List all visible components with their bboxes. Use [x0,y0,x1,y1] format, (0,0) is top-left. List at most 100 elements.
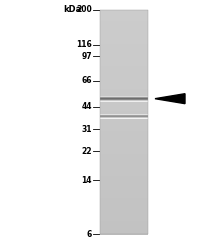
Text: kDa: kDa [63,5,81,14]
Bar [100,71,148,73]
Bar [100,95,148,98]
Bar [100,79,148,82]
Bar [100,140,148,143]
Text: 6: 6 [87,230,92,239]
Text: 66: 66 [81,76,92,85]
Bar [100,160,148,163]
Bar [100,176,148,179]
Bar [100,64,148,66]
Bar [100,167,148,170]
Bar [100,198,148,201]
Bar [100,113,148,116]
Bar [100,66,148,69]
Bar [100,172,148,174]
Bar [100,35,148,37]
Bar [100,210,148,212]
Bar [100,147,148,150]
Bar [100,151,148,154]
Bar [100,192,148,194]
Bar [100,100,148,102]
Bar [100,185,148,188]
Bar [100,142,148,145]
Bar [100,37,148,40]
Bar [100,50,148,53]
Bar [100,57,148,60]
Text: 97: 97 [81,52,92,61]
Bar [100,41,148,44]
Bar [100,17,148,19]
Bar [100,196,148,199]
Bar [100,131,148,134]
Bar [100,122,148,125]
Bar [100,68,148,71]
Bar [100,86,148,89]
Bar [100,111,148,114]
Bar [100,28,148,31]
Bar [100,55,148,58]
Bar [100,201,148,204]
Bar [100,102,148,105]
Bar [100,120,148,123]
Bar [100,30,148,33]
Text: 14: 14 [81,176,92,185]
Bar [100,187,148,190]
Bar [100,225,148,228]
Bar [100,223,148,226]
Bar [100,124,148,127]
Bar [100,115,148,118]
Bar [100,180,148,183]
Text: 44: 44 [81,102,92,111]
Bar [100,228,148,230]
Bar [100,19,148,22]
Bar [100,75,148,78]
Bar [100,216,148,219]
Bar [100,129,148,132]
Polygon shape [155,94,185,104]
Bar [100,46,148,49]
Bar [100,203,148,206]
Bar [100,154,148,156]
Bar [100,207,148,210]
Bar [100,183,148,186]
Bar [100,232,148,235]
Bar [100,205,148,208]
Bar [100,118,148,120]
Bar [100,158,148,161]
Text: 200: 200 [76,6,92,14]
Bar [100,169,148,172]
Bar [100,133,148,136]
Bar [100,190,148,192]
Bar [100,77,148,80]
Bar [100,138,148,141]
Bar [100,91,148,94]
Bar [100,104,148,107]
Bar [100,48,148,51]
Bar [100,107,148,109]
Bar [100,162,148,165]
Bar [100,221,148,224]
Bar [100,127,148,129]
Bar [100,165,148,168]
Bar [100,39,148,42]
Text: 22: 22 [81,147,92,156]
Bar [100,10,148,13]
Bar [100,62,148,64]
Bar [100,44,148,46]
Bar [100,10,148,234]
Bar [100,14,148,17]
Bar [100,109,148,111]
Text: 116: 116 [76,40,92,49]
Bar [100,24,148,26]
Bar [100,12,148,15]
Bar [100,82,148,84]
Bar [100,32,148,35]
Bar [100,212,148,215]
Bar [100,136,148,138]
Bar [100,93,148,96]
Bar [100,145,148,147]
Bar [100,156,148,159]
Bar [100,194,148,197]
Bar [100,149,148,152]
Bar [100,84,148,87]
Bar [100,53,148,55]
